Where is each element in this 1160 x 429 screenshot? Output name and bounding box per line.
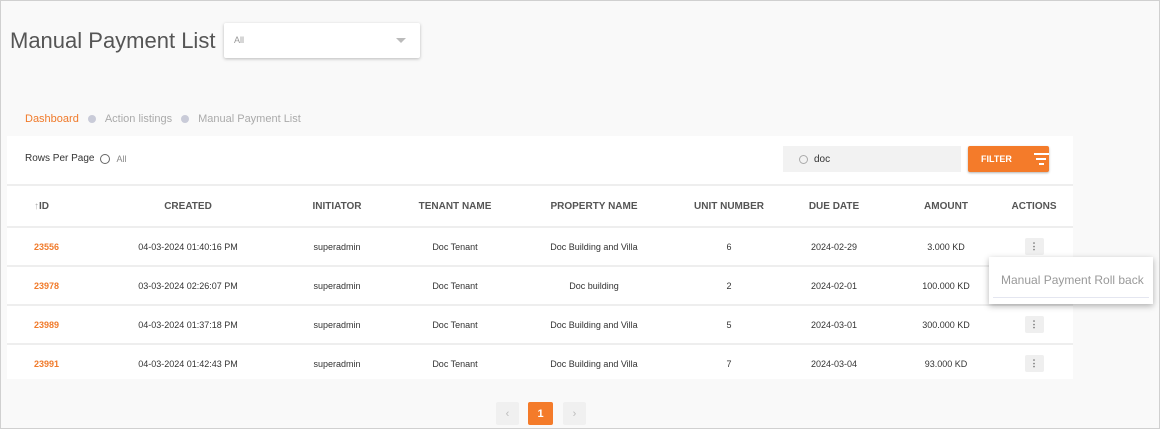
cell-due-date: 2024-03-01: [810, 319, 858, 330]
cell-amount: 3.000 KD: [927, 241, 965, 252]
next-page-button[interactable]: ›: [563, 402, 586, 425]
header-property: PROPERTY NAME: [550, 200, 638, 212]
radio-all[interactable]: [100, 153, 111, 164]
cell-actions: ⋮: [995, 316, 1073, 333]
dot-icon: [181, 115, 190, 123]
table-row: 23556 04-03-2024 01:40:16 PM superadmin Doc…: [7, 226, 1073, 265]
cell-tenant: Doc Tenant: [432, 241, 478, 252]
cell-initiator: superadmin: [313, 280, 361, 291]
breadcrumb: Dashboard Action listings Manual Payment…: [25, 113, 301, 125]
cell-due-date: 2024-02-01: [810, 280, 858, 291]
header-created: CREATED: [164, 200, 212, 212]
cell-unit: 6: [726, 241, 732, 252]
cell-created: 04-03-2024 01:37:18 PM: [138, 319, 238, 330]
cell-unit: 5: [726, 319, 732, 330]
more-vert-icon[interactable]: ⋮: [1024, 355, 1044, 372]
cell-amount: 300.000 KD: [922, 319, 970, 330]
cell-id[interactable]: 23989: [34, 319, 60, 330]
header-amount: AMOUNT: [924, 200, 968, 212]
header-unit: UNIT NUMBER: [694, 200, 764, 212]
page-title: Manual Payment List: [10, 28, 216, 53]
cell-initiator: superadmin: [313, 358, 361, 369]
cell-actions: ⋮: [995, 238, 1073, 255]
filter-icon: [1033, 153, 1049, 165]
header-tenant: TENANT NAME: [418, 200, 492, 212]
cell-initiator: superadmin: [313, 241, 361, 252]
header-label: ID: [39, 200, 49, 212]
more-vert-icon[interactable]: ⋮: [1024, 238, 1044, 255]
cell-tenant: Doc Tenant: [432, 280, 478, 291]
chevron-down-icon: [396, 38, 406, 43]
dot-icon: [87, 115, 96, 123]
cell-created: 03-03-2024 02:26:07 PM: [138, 280, 238, 291]
rows-per-page-label: Rows Per Page: [25, 153, 95, 164]
cell-property: Doc Building and Villa: [550, 358, 638, 369]
cell-property: Doc building: [569, 280, 619, 291]
table-row: 23978 03-03-2024 02:26:07 PM superadmin Doc…: [7, 265, 1073, 304]
table-row: 23991 04-03-2024 01:42:43 PM superadmin Doc…: [7, 343, 1073, 382]
page-1-button[interactable]: 1: [528, 402, 553, 425]
menu-item-rollback[interactable]: Manual Payment Roll back: [1001, 273, 1144, 287]
cell-amount: 93.000 KD: [924, 358, 968, 369]
header-id[interactable]: ↑ID: [7, 201, 111, 212]
search-input[interactable]: doc: [783, 146, 961, 172]
cell-due-date: 2024-03-04: [810, 358, 858, 369]
cell-id[interactable]: 23556: [34, 241, 60, 252]
more-vert-icon[interactable]: ⋮: [1024, 316, 1044, 333]
payment-table-card: Rows Per Page All doc FILTER ↑ID CREATED…: [7, 136, 1073, 379]
cell-id[interactable]: 23991: [34, 358, 60, 369]
cell-amount: 100.000 KD: [922, 280, 970, 291]
filter-button[interactable]: FILTER: [968, 146, 1049, 172]
cell-property: Doc Building and Villa: [550, 319, 638, 330]
cell-tenant: Doc Tenant: [432, 358, 478, 369]
cell-created: 04-03-2024 01:40:16 PM: [138, 241, 238, 252]
cell-actions: ⋮: [995, 355, 1073, 372]
cell-property: Doc Building and Villa: [550, 241, 638, 252]
search-icon: [799, 154, 808, 164]
table-header: ↑ID CREATED INITIATOR TENANT NAME PROPER…: [7, 184, 1073, 226]
header-due-date: DUE DATE: [808, 200, 860, 212]
table-row: 23989 04-03-2024 01:37:18 PM superadmin Doc…: [7, 304, 1073, 343]
sort-up-icon: ↑: [34, 200, 39, 212]
breadcrumb-action-listings[interactable]: Action listings: [104, 113, 173, 125]
action-menu: Manual Payment Roll back: [989, 257, 1153, 304]
rows-option-label: All: [116, 153, 127, 164]
cell-due-date: 2024-02-29: [810, 241, 858, 252]
cell-unit: 7: [726, 358, 732, 369]
header-actions: ACTIONS: [1011, 200, 1057, 212]
cell-unit: 2: [726, 280, 732, 291]
filter-label: FILTER: [981, 154, 1012, 164]
cell-tenant: Doc Tenant: [432, 319, 478, 330]
cell-initiator: superadmin: [313, 319, 361, 330]
rows-per-page: Rows Per Page All: [25, 153, 127, 164]
breadcrumb-dashboard[interactable]: Dashboard: [25, 113, 79, 125]
cell-id[interactable]: 23978: [34, 280, 60, 291]
status-dropdown[interactable]: All: [224, 23, 420, 58]
search-value: doc: [814, 153, 831, 165]
dropdown-value: All: [234, 35, 245, 45]
prev-page-button[interactable]: ‹: [496, 402, 519, 425]
breadcrumb-current: Manual Payment List: [198, 113, 301, 125]
header-initiator: INITIATOR: [312, 200, 362, 212]
cell-created: 04-03-2024 01:42:43 PM: [138, 358, 238, 369]
